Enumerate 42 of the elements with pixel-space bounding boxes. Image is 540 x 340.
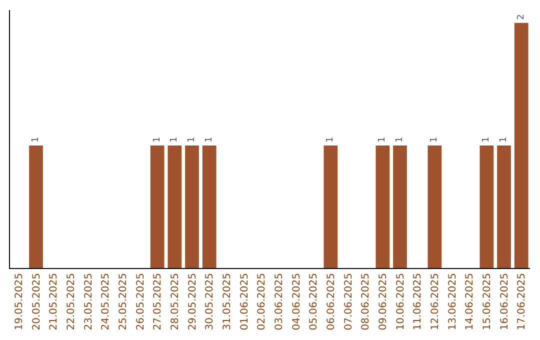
x-tick-label: 12.06.2025: [430, 273, 441, 330]
x-tick-label: 24.05.2025: [100, 273, 112, 330]
data-label: 1: [378, 136, 388, 142]
x-tick-label: 08.06.2025: [360, 273, 372, 330]
data-label: 1: [499, 136, 509, 142]
x-tick-label: 27.05.2025: [152, 273, 164, 330]
x-tick-label: 05.06.2025: [308, 273, 320, 330]
x-tick-label: 25.05.2025: [118, 273, 129, 330]
data-label: 1: [430, 136, 440, 142]
x-tick-label: 06.06.2025: [326, 273, 337, 330]
data-label: 1: [170, 136, 180, 142]
x-tick-label: 26.05.2025: [135, 273, 146, 330]
data-label: 1: [204, 136, 214, 142]
x-tick-label: 19.05.2025: [14, 273, 25, 330]
x-tick-label: 21.05.2025: [48, 273, 60, 330]
x-tick-label: 20.05.2025: [31, 273, 42, 330]
x-tick-label: 03.06.2025: [274, 273, 285, 330]
x-tick-label: 01.06.2025: [239, 273, 250, 330]
x-tick-label: 29.05.2025: [187, 273, 198, 330]
x-tick-label: 13.06.2025: [447, 273, 458, 330]
x-tick-label: 17.06.2025: [516, 273, 528, 330]
data-label: 2: [516, 14, 526, 20]
x-tick-label: 02.06.2025: [256, 273, 268, 330]
x-tick-label: 14.06.2025: [464, 273, 476, 330]
x-tick-label: 31.05.2025: [222, 273, 233, 330]
x-tick-label: 09.06.2025: [378, 273, 389, 330]
x-tick-label: 11.06.2025: [412, 273, 424, 330]
data-label: 1: [395, 136, 405, 142]
x-tick-label: 23.05.2025: [83, 273, 94, 330]
x-tick-label: 10.06.2025: [395, 273, 406, 330]
data-label: 1: [326, 136, 336, 142]
x-tick-label: 30.05.2025: [204, 273, 216, 330]
x-tick-label: 22.05.2025: [66, 273, 77, 330]
data-label: 1: [187, 136, 197, 142]
x-tick-label: 07.06.2025: [343, 273, 354, 330]
data-label: 1: [152, 136, 162, 142]
x-tick-label: 28.05.2025: [170, 273, 181, 330]
data-label: 1: [31, 136, 41, 142]
x-tick-label: 15.06.2025: [482, 273, 493, 330]
x-tick-label: 04.06.2025: [291, 273, 302, 330]
x-tick-label: 16.06.2025: [499, 273, 510, 330]
data-label: 1: [482, 136, 492, 142]
